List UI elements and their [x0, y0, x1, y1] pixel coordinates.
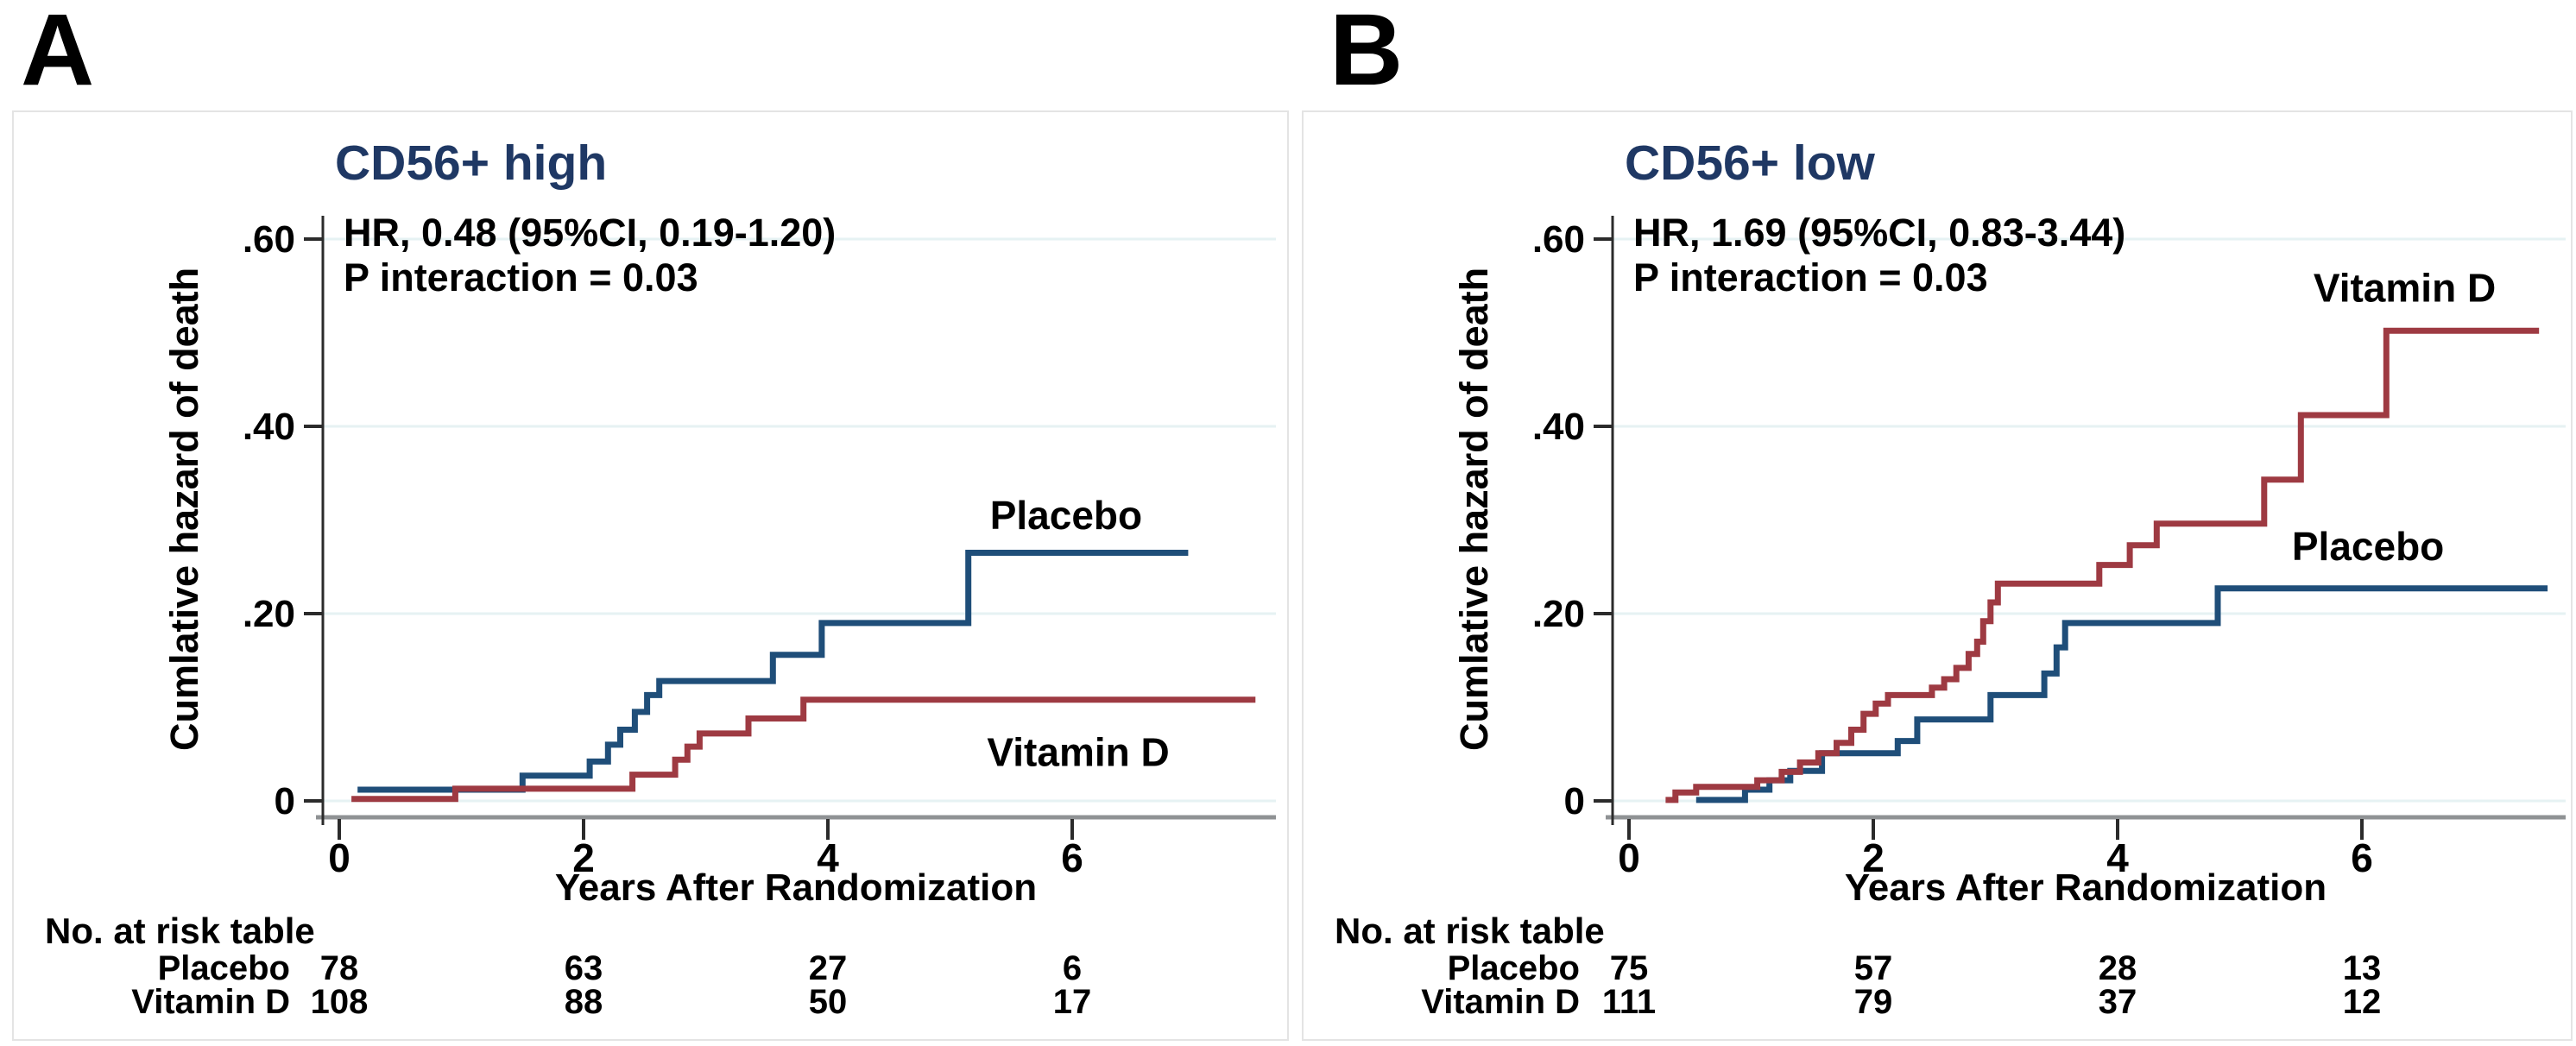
risk-value: 78 [319, 949, 359, 987]
panel-a: .60.40.20 0 0 2 4 6 Placebo Vitamin D CD56+ hig… [12, 110, 1289, 1041]
placebo-curve [357, 550, 1189, 793]
risk-table-row-vitamin-d: Vitamin D 108 88 50 17 [14, 983, 1287, 1021]
risk-value: 17 [1052, 983, 1092, 1021]
y-axis-title: Cumlative hazard of death [162, 267, 206, 751]
risk-row-label: Vitamin D [1421, 983, 1580, 1021]
y-tick-label: 0 [275, 780, 295, 822]
panel-a-plot-svg: .60 .40 .20 00 2 4 6 Placebo Vitamin D [243, 216, 1276, 880]
risk-table-row-placebo: Placebo 78 63 27 6 [14, 949, 1287, 987]
risk-value: 111 [1601, 983, 1657, 1021]
y-tick-label: .40 [1532, 406, 1585, 448]
x-tick-label: 6 [2351, 835, 2373, 880]
placebo-curve-label: Placebo [990, 493, 1142, 538]
y-tick-label: .40 [243, 406, 295, 448]
risk-row-label: Placebo [157, 949, 290, 987]
y-tick-label: .60 [1532, 218, 1585, 261]
vitamin-d-curve [1665, 327, 2540, 803]
y-tick-label: .60 [243, 218, 295, 261]
risk-value: 88 [564, 983, 603, 1021]
x-tick-label: 4 [2106, 835, 2129, 880]
x-tick-label: 0 [1618, 835, 1640, 880]
risk-table-row-vitamin-d: Vitamin D 111 79 37 12 [1304, 983, 2571, 1021]
y-tick-label: .20 [1532, 593, 1585, 635]
risk-table-header: No. at risk table [1335, 911, 1605, 951]
risk-value: 75 [1609, 949, 1649, 987]
chart-title: CD56+ low [1625, 135, 1875, 191]
y-tick-label: .20 [243, 593, 295, 635]
risk-row-label: Vitamin D [131, 983, 290, 1021]
hr-annotation: HR, 0.48 (95%CI, 0.19-1.20) [344, 211, 837, 255]
risk-table-header: No. at risk table [45, 911, 315, 951]
risk-value: 57 [1853, 949, 1893, 987]
risk-value: 27 [808, 949, 848, 987]
risk-value: 63 [564, 949, 603, 987]
risk-value: 6 [1062, 949, 1083, 987]
panel-b: .60.40.20 0 0 2 4 6 Placebo Vitamin D CD56+ low… [1302, 110, 2573, 1041]
x-tick-label: 2 [1862, 835, 1885, 880]
x-tick-label: 6 [1061, 835, 1083, 880]
risk-value: 28 [2098, 949, 2137, 987]
x-axis-title: Years After Randomization [554, 866, 1038, 909]
placebo-curve [1695, 585, 2548, 803]
placebo-curve-label: Placebo [2292, 524, 2444, 569]
p-interaction-annotation: P interaction = 0.03 [344, 255, 698, 299]
y-axis-title: Cumlative hazard of death [1452, 267, 1496, 751]
panel-b-plot-svg: .60 .40 .20 00 2 4 6 Placebo Vitamin D [1532, 216, 2566, 880]
risk-value: 79 [1853, 983, 1893, 1021]
chart-title: CD56+ high [335, 135, 608, 191]
panel-a-letter: A [21, 0, 95, 107]
p-interaction-annotation: P interaction = 0.03 [1633, 255, 1988, 299]
vitamin-d-curve-label: Vitamin D [2314, 265, 2496, 310]
vitamin-d-curve-label: Vitamin D [987, 730, 1169, 775]
risk-value: 13 [2342, 949, 2382, 987]
x-tick-label: 2 [572, 835, 595, 880]
x-tick-label: 0 [328, 835, 350, 880]
risk-value: 37 [2098, 983, 2137, 1021]
hr-annotation: HR, 1.69 (95%CI, 0.83-3.44) [1633, 211, 2126, 255]
vitamin-d-curve [351, 696, 1256, 803]
panel-b-letter: B [1329, 0, 1404, 107]
x-axis-title: Years After Randomization [1844, 866, 2327, 909]
risk-value: 12 [2342, 983, 2382, 1021]
y-tick-label: 0 [1564, 780, 1585, 822]
risk-table-row-placebo: Placebo 75 57 28 13 [1304, 949, 2571, 987]
x-tick-label: 4 [817, 835, 839, 880]
risk-row-label: Placebo [1447, 949, 1580, 987]
risk-value: 50 [808, 983, 848, 1021]
risk-value: 108 [310, 983, 369, 1021]
